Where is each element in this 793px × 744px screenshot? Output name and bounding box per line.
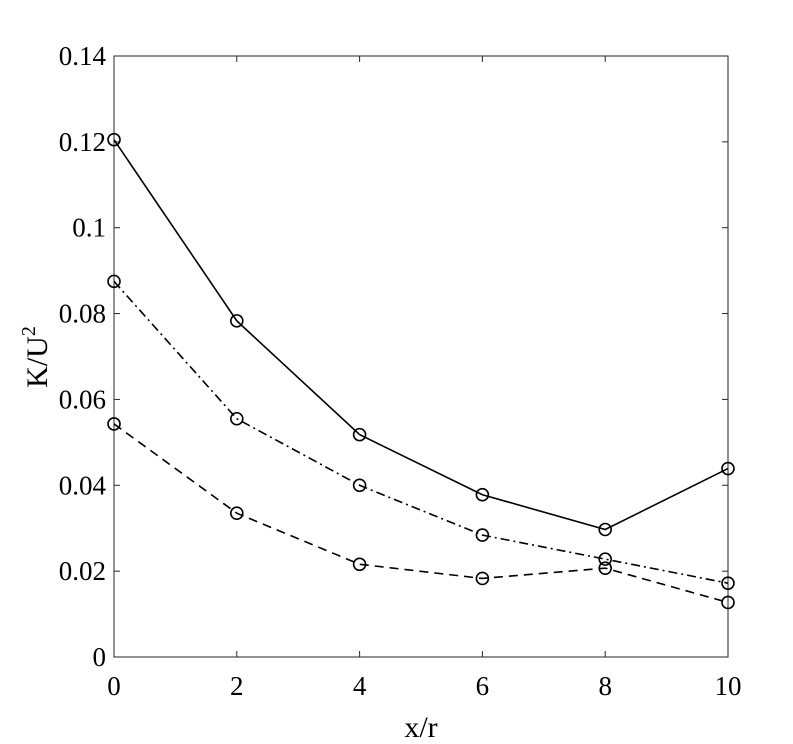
x-tick-label: 2 <box>230 671 244 701</box>
data-point <box>598 561 613 575</box>
data-point <box>475 487 490 502</box>
data-point <box>475 571 490 586</box>
data-point <box>230 314 244 328</box>
series-2 <box>107 274 735 590</box>
y-axis-label-base: K/U <box>21 336 54 388</box>
data-point <box>598 552 613 566</box>
y-tick-label: 0 <box>93 642 107 672</box>
x-tick-label: 10 <box>715 671 742 701</box>
data-point <box>230 506 244 520</box>
series-line <box>113 423 729 604</box>
series-line <box>113 280 729 584</box>
series-group <box>107 132 735 610</box>
y-tick-label: 0.12 <box>59 127 106 157</box>
x-tick-label: 0 <box>107 671 121 701</box>
data-point <box>107 274 121 289</box>
data-point <box>352 557 367 572</box>
data-point <box>352 427 367 442</box>
data-point <box>230 411 244 426</box>
data-point <box>475 528 490 542</box>
axis-ticks: 0 2 4 6 8 10 0 0.02 0.04 0.06 0.08 0.1 0.12 0.14 <box>59 41 742 701</box>
y-tick-label: 0.02 <box>59 556 106 586</box>
series-line <box>113 139 729 531</box>
series-3 <box>107 417 735 610</box>
series-1 <box>107 132 735 537</box>
x-tick-label: 6 <box>476 671 490 701</box>
data-point <box>721 576 735 590</box>
data-point <box>352 478 367 493</box>
y-axis-label: K/U2 <box>18 326 54 388</box>
data-point <box>107 417 121 431</box>
y-axis-label-superscript: 2 <box>18 326 40 336</box>
data-point <box>598 522 613 537</box>
y-tick-label: 0.14 <box>59 41 107 71</box>
x-tick-label: 8 <box>598 671 612 701</box>
data-point <box>721 461 735 476</box>
data-point <box>721 595 735 610</box>
x-axis-label: x/r <box>404 711 437 744</box>
y-tick-label: 0.06 <box>59 384 106 414</box>
x-tick-label: 4 <box>353 671 367 701</box>
y-tick-label: 0.08 <box>59 299 106 329</box>
data-point <box>107 132 121 147</box>
plot-area <box>113 55 729 658</box>
y-tick-label: 0.04 <box>59 470 107 500</box>
y-tick-label: 0.1 <box>72 213 106 243</box>
